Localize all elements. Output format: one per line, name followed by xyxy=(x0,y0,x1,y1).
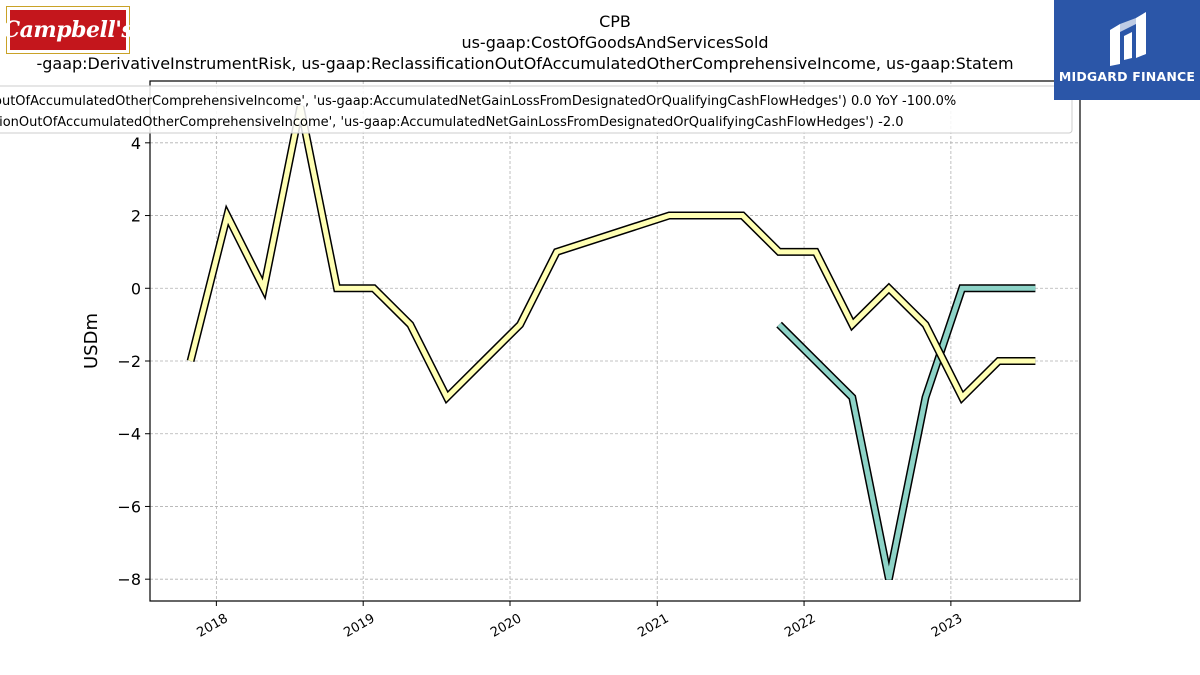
midgard-finance-logo: MIDGARD FINANCE xyxy=(1054,0,1200,100)
series-2-point xyxy=(373,287,375,289)
series-2-point xyxy=(190,360,192,362)
y-tick-label: 2 xyxy=(131,207,141,226)
y-tick-label: −4 xyxy=(117,425,141,444)
y-tick-label: 4 xyxy=(131,134,141,153)
series-2-point xyxy=(1035,360,1037,362)
series-2-point xyxy=(815,251,817,253)
series-2-point xyxy=(409,324,411,326)
series-2-point xyxy=(925,324,927,326)
series-2-point xyxy=(446,397,448,399)
series-2-point xyxy=(669,215,671,217)
series-2-point xyxy=(336,287,338,289)
legend: outOfAccumulatedOtherComprehensiveIncome… xyxy=(0,85,1073,134)
midgard-mark-icon xyxy=(1110,12,1146,66)
series-2-point xyxy=(998,360,1000,362)
brand-name: MIDGARD FINANCE xyxy=(1058,69,1196,84)
series-2-point xyxy=(888,287,890,289)
x-tick-label: 2018 xyxy=(195,611,231,641)
series-2-point xyxy=(519,324,521,326)
series-2-point xyxy=(705,215,707,217)
legend-box xyxy=(0,85,1073,134)
series-1-point xyxy=(888,578,890,580)
y-tick-label: 0 xyxy=(131,279,141,298)
series-2-point xyxy=(852,324,854,326)
series-1-point xyxy=(925,397,927,399)
x-tick-label: 2023 xyxy=(929,611,965,641)
series-2-point xyxy=(483,360,485,362)
legend-label-2: tionOutOfAccumulatedOtherComprehensiveIn… xyxy=(0,115,904,130)
campbells-logo: Campbell's xyxy=(3,6,134,54)
y-axis-label: USDm xyxy=(81,313,102,369)
series-2-point xyxy=(742,215,744,217)
series-2-outline xyxy=(186,105,1036,405)
series-layer xyxy=(186,105,1037,580)
y-tick-label: −8 xyxy=(117,570,141,589)
series-1-point xyxy=(1035,287,1037,289)
series-1-line xyxy=(777,285,1036,580)
chart-dimensions: -gaap:DerivativeInstrumentRisk, us-gaap:… xyxy=(36,54,1013,73)
campbells-logo-text: Campbell's xyxy=(3,10,134,50)
series-2-point xyxy=(263,287,265,289)
series-2-line xyxy=(188,106,1036,402)
x-tick-label: 2021 xyxy=(635,611,671,641)
series-2-point xyxy=(961,397,963,399)
series-2-point xyxy=(778,251,780,253)
chart-title: CPB xyxy=(599,12,631,31)
x-tick-label: 2020 xyxy=(488,611,524,641)
y-tick-label: −2 xyxy=(117,352,141,371)
series-2-point xyxy=(556,251,558,253)
series-1-point xyxy=(852,397,854,399)
series-1-point xyxy=(778,324,780,326)
x-tick-label: 2022 xyxy=(782,611,818,641)
x-tick-label: 2019 xyxy=(341,611,377,641)
plot-frame xyxy=(149,80,1081,602)
chart-subtitle: us-gaap:CostOfGoodsAndServicesSold xyxy=(461,33,768,52)
series-1-point xyxy=(961,287,963,289)
y-tick-label: −6 xyxy=(117,497,141,516)
series-2-point xyxy=(226,215,228,217)
legend-label-1: outOfAccumulatedOtherComprehensiveIncome… xyxy=(0,94,956,109)
